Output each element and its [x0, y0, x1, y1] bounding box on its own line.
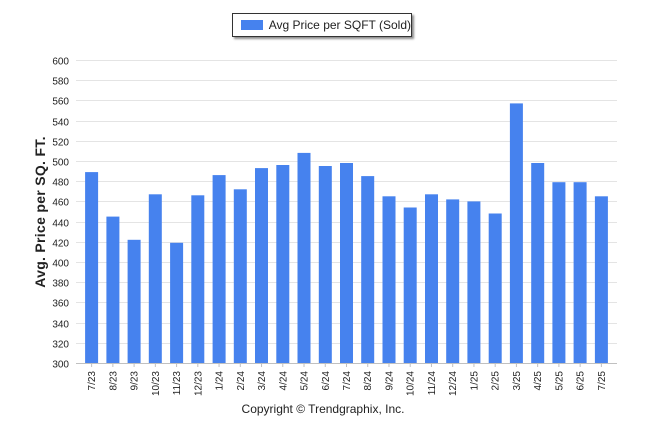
legend-swatch — [241, 20, 263, 30]
x-tick-label: 3/24 — [257, 371, 268, 391]
copyright-text: Copyright © Trendgraphix, Inc. — [241, 402, 405, 416]
y-tick-label: 480 — [52, 178, 69, 189]
bar-1-25[interactable] — [467, 201, 481, 363]
x-tick-label: 5/24 — [300, 371, 311, 391]
x-tick-label: 4/24 — [278, 371, 289, 391]
bar-7-25[interactable] — [594, 196, 608, 363]
y-axis-label: Avg. Price per SQ. FT. — [32, 136, 48, 288]
x-tick-label: 3/25 — [512, 371, 523, 391]
x-tick-label: 2/24 — [236, 371, 247, 391]
x-tick-label: 12/23 — [193, 371, 204, 396]
bar-2-25[interactable] — [488, 213, 502, 364]
bar-3-25[interactable] — [509, 103, 523, 364]
bar-11-23[interactable] — [170, 242, 184, 363]
y-tick-label: 460 — [52, 198, 69, 209]
x-tick-label: 5/25 — [554, 371, 565, 391]
y-tick-label: 380 — [52, 279, 69, 290]
x-tick-label: 7/24 — [342, 371, 353, 391]
axes — [76, 363, 617, 367]
bar-9-23[interactable] — [127, 239, 141, 363]
bar-8-23[interactable] — [106, 216, 120, 363]
y-tick-label: 560 — [52, 97, 69, 108]
bar-6-24[interactable] — [318, 166, 332, 363]
bar-11-24[interactable] — [425, 194, 438, 363]
x-tick-label: 9/23 — [130, 371, 141, 391]
x-tick-label: 11/24 — [427, 371, 438, 396]
y-tick-label: 520 — [52, 138, 69, 149]
bar-1-24[interactable] — [212, 175, 226, 363]
y-tick-label: 600 — [52, 57, 69, 68]
legend-label: Avg Price per SQFT (Sold) — [268, 18, 411, 32]
bar-9-24[interactable] — [382, 196, 396, 363]
bar-4-24[interactable] — [276, 165, 290, 363]
bar-10-23[interactable] — [148, 194, 162, 363]
x-tick-label: 10/23 — [151, 371, 162, 396]
y-tick-labels: 300 320 340 360 380 400 420 440 460 480 500 520 540 5… — [52, 57, 69, 371]
bar-5-25[interactable] — [552, 182, 566, 363]
y-tick-label: 360 — [52, 299, 69, 310]
bar-5-24[interactable] — [297, 152, 311, 363]
bar-7-23[interactable] — [85, 172, 99, 363]
y-tick-label: 340 — [52, 320, 69, 331]
y-tick-label: 580 — [52, 77, 69, 88]
x-tick-label: 6/24 — [321, 371, 332, 391]
bar-4-25[interactable] — [531, 163, 545, 363]
x-tick-label: 2/25 — [491, 371, 502, 391]
y-tick-label: 300 — [52, 360, 69, 371]
bar-3-24[interactable] — [255, 168, 268, 363]
x-tick-label: 8/24 — [363, 371, 374, 391]
y-tick-label: 540 — [52, 118, 69, 129]
y-tick-label: 440 — [52, 219, 69, 230]
legend[interactable]: Avg Price per SQFT (Sold) — [232, 13, 412, 37]
bar-7-24[interactable] — [340, 163, 353, 363]
x-tick-label: 8/23 — [108, 371, 119, 391]
y-tick-label: 320 — [52, 340, 69, 351]
x-tick-label: 7/23 — [87, 371, 98, 391]
bar-12-24[interactable] — [446, 199, 460, 363]
x-tick-label: 4/25 — [533, 371, 544, 391]
bars — [85, 103, 608, 364]
x-tick-label: 1/24 — [215, 371, 226, 391]
x-tick-label: 10/24 — [406, 371, 417, 396]
bar-2-24[interactable] — [233, 189, 247, 363]
bar-8-24[interactable] — [361, 176, 375, 363]
bar-10-24[interactable] — [403, 207, 417, 364]
x-tick-label: 11/23 — [172, 371, 183, 396]
x-tick-label: 6/25 — [576, 371, 587, 391]
y-tick-label: 420 — [52, 239, 69, 250]
y-tick-label: 500 — [52, 158, 69, 169]
x-tick-label: 7/25 — [597, 371, 608, 391]
y-tick-label: 400 — [52, 259, 69, 270]
x-tick-labels: 7/23 8/23 9/23 10/23 11/23 12/23 1/24 2/24 3/24 4… — [87, 371, 608, 396]
x-tick-label: 1/25 — [469, 371, 480, 391]
x-tick-label: 9/24 — [385, 371, 396, 391]
bar-12-23[interactable] — [191, 195, 205, 363]
x-tick-label: 12/24 — [448, 371, 459, 396]
bar-6-25[interactable] — [573, 182, 587, 363]
